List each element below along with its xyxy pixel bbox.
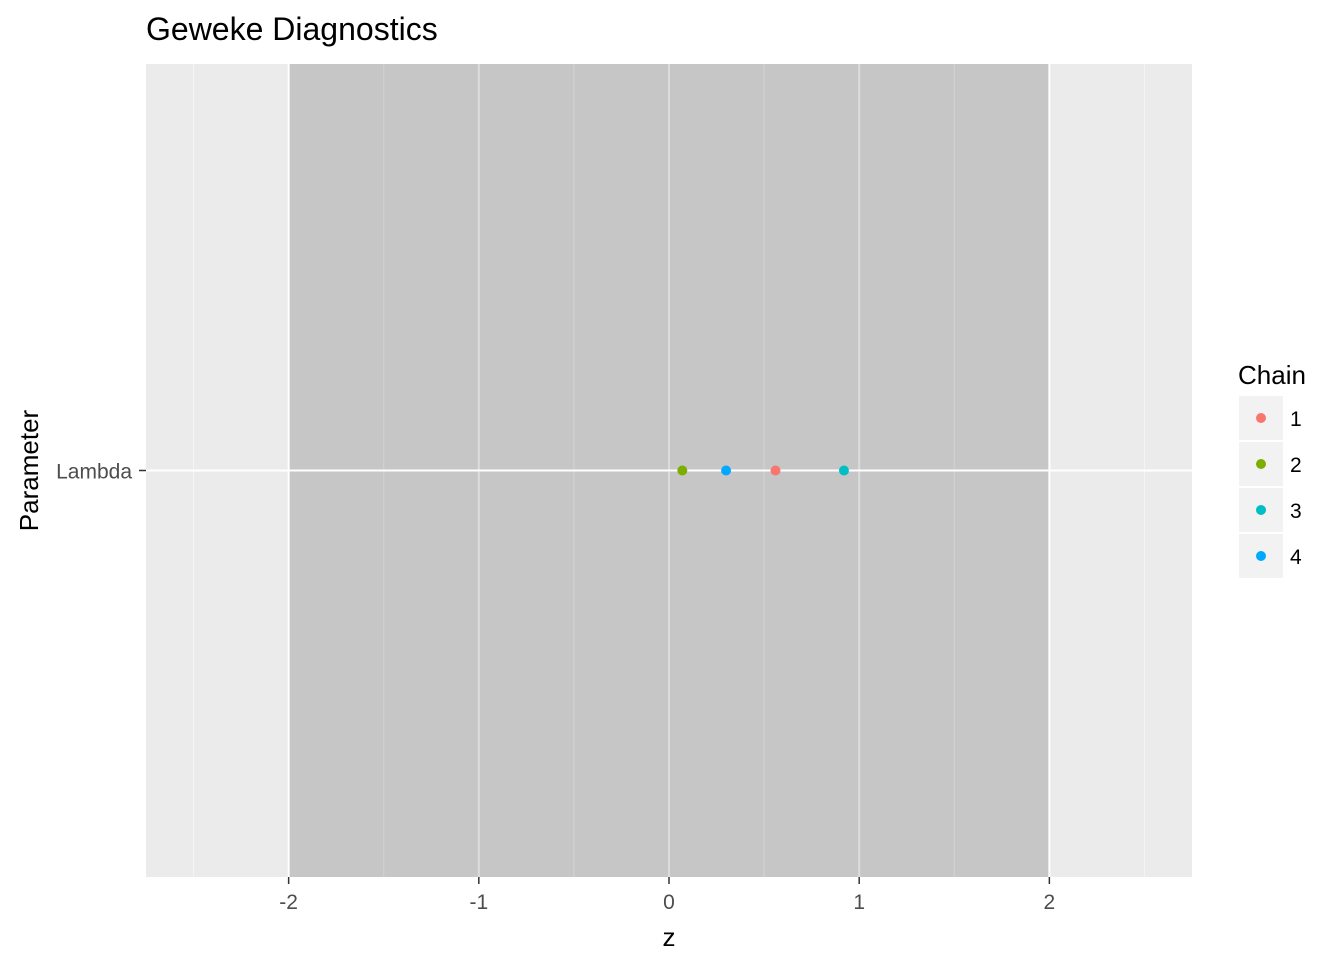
- y-axis: Lambda: [56, 461, 146, 484]
- x-tick-label: -1: [469, 891, 488, 914]
- point-chain-2: [677, 465, 688, 476]
- legend-label-chain-4: 4: [1290, 546, 1302, 569]
- data-points: [677, 465, 849, 476]
- legend-title: Chain: [1238, 360, 1306, 390]
- x-tick-label: 1: [853, 891, 865, 914]
- legend-label-chain-3: 3: [1290, 500, 1302, 523]
- legend-swatch-chain-3: [1256, 505, 1266, 515]
- chart-title: Geweke Diagnostics: [146, 11, 438, 47]
- legend: Chain 1 2 3 4: [1238, 360, 1306, 578]
- point-chain-1: [770, 465, 781, 476]
- major-gridlines: [146, 64, 1192, 877]
- x-axis: -2 -1 0 1 2: [279, 877, 1055, 914]
- x-tick-label: 0: [663, 891, 675, 914]
- legend-label-chain-1: 1: [1290, 408, 1302, 431]
- legend-label-chain-2: 2: [1290, 454, 1302, 477]
- point-chain-4: [721, 465, 732, 476]
- y-tick-label: Lambda: [56, 461, 132, 484]
- legend-swatch-chain-1: [1256, 413, 1266, 423]
- x-tick-label: -2: [279, 891, 298, 914]
- legend-swatch-chain-2: [1256, 459, 1266, 469]
- y-axis-title: Parameter: [14, 409, 44, 531]
- x-tick-label: 2: [1044, 891, 1056, 914]
- x-axis-title: z: [663, 922, 676, 952]
- legend-swatch-chain-4: [1256, 551, 1266, 561]
- point-chain-3: [838, 465, 849, 476]
